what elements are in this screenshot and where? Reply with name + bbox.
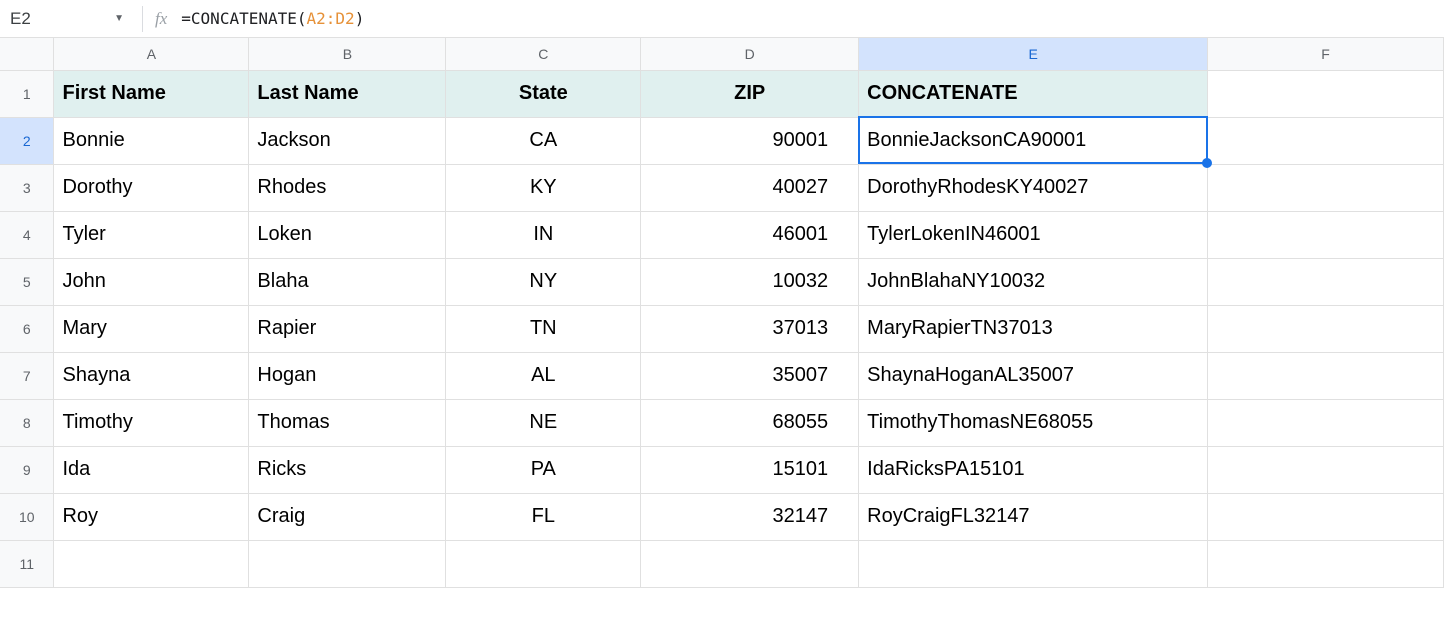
cell-C1[interactable]: State xyxy=(446,70,641,117)
cell-E5[interactable]: JohnBlahaNY10032 xyxy=(859,258,1208,305)
cell-F9[interactable] xyxy=(1208,446,1444,493)
cell-D11[interactable] xyxy=(641,540,859,587)
cell-E10[interactable]: RoyCraigFL32147 xyxy=(859,493,1208,540)
row-header-5[interactable]: 5 xyxy=(0,258,54,305)
cell-C3[interactable]: KY xyxy=(446,164,641,211)
cell-B3[interactable]: Rhodes xyxy=(249,164,446,211)
cell-A11[interactable] xyxy=(54,540,249,587)
cell-C2[interactable]: CA xyxy=(446,117,641,164)
row-header-2[interactable]: 2 xyxy=(0,117,54,164)
cell-B5[interactable]: Blaha xyxy=(249,258,446,305)
cell-E7[interactable]: ShaynaHoganAL35007 xyxy=(859,352,1208,399)
row-header-1[interactable]: 1 xyxy=(0,70,54,117)
cell-D5[interactable]: 10032 xyxy=(641,258,859,305)
cell-E4[interactable]: TylerLokenIN46001 xyxy=(859,211,1208,258)
cell-D2[interactable]: 90001 xyxy=(641,117,859,164)
formula-input[interactable]: =CONCATENATE(A2:D2) xyxy=(181,9,1434,28)
cell-F7[interactable] xyxy=(1208,352,1444,399)
cell-C5[interactable]: NY xyxy=(446,258,641,305)
column-header-C[interactable]: C xyxy=(446,38,641,70)
cell-E3[interactable]: DorothyRhodesKY40027 xyxy=(859,164,1208,211)
cell-C6[interactable]: TN xyxy=(446,305,641,352)
row-header-7[interactable]: 7 xyxy=(0,352,54,399)
formula-prefix: =CONCATENATE( xyxy=(181,9,306,28)
cell-A1[interactable]: First Name xyxy=(54,70,249,117)
cell-D8[interactable]: 68055 xyxy=(641,399,859,446)
cell-F6[interactable] xyxy=(1208,305,1444,352)
name-box-dropdown-icon[interactable]: ▼ xyxy=(114,13,124,24)
cell-A9[interactable]: Ida xyxy=(54,446,249,493)
cell-F2[interactable] xyxy=(1208,117,1444,164)
cell-C9[interactable]: PA xyxy=(446,446,641,493)
formula-suffix: ) xyxy=(355,9,365,28)
cell-F8[interactable] xyxy=(1208,399,1444,446)
cell-D1[interactable]: ZIP xyxy=(641,70,859,117)
cell-E8[interactable]: TimothyThomasNE68055 xyxy=(859,399,1208,446)
cell-B11[interactable] xyxy=(249,540,446,587)
cell-E2[interactable]: BonnieJacksonCA90001 xyxy=(859,117,1208,164)
row-header-4[interactable]: 4 xyxy=(0,211,54,258)
cell-B2[interactable]: Jackson xyxy=(249,117,446,164)
fx-icon: fx xyxy=(155,9,167,29)
cell-C4[interactable]: IN xyxy=(446,211,641,258)
cell-E1[interactable]: CONCATENATE xyxy=(859,70,1208,117)
cell-D6[interactable]: 37013 xyxy=(641,305,859,352)
row-header-11[interactable]: 11 xyxy=(0,540,54,587)
cell-C10[interactable]: FL xyxy=(446,493,641,540)
cell-D4[interactable]: 46001 xyxy=(641,211,859,258)
cell-B6[interactable]: Rapier xyxy=(249,305,446,352)
cell-B7[interactable]: Hogan xyxy=(249,352,446,399)
row-header-9[interactable]: 9 xyxy=(0,446,54,493)
cell-B9[interactable]: Ricks xyxy=(249,446,446,493)
name-box-value: E2 xyxy=(10,9,31,29)
column-header-B[interactable]: B xyxy=(249,38,446,70)
cell-A10[interactable]: Roy xyxy=(54,493,249,540)
cell-A8[interactable]: Timothy xyxy=(54,399,249,446)
cell-F10[interactable] xyxy=(1208,493,1444,540)
cell-B1[interactable]: Last Name xyxy=(249,70,446,117)
row-header-10[interactable]: 10 xyxy=(0,493,54,540)
cell-A2[interactable]: Bonnie xyxy=(54,117,249,164)
select-all-corner[interactable] xyxy=(0,38,54,70)
column-header-F[interactable]: F xyxy=(1208,38,1444,70)
cell-B4[interactable]: Loken xyxy=(249,211,446,258)
cell-B8[interactable]: Thomas xyxy=(249,399,446,446)
cell-F4[interactable] xyxy=(1208,211,1444,258)
formula-range: A2:D2 xyxy=(307,9,355,28)
name-box[interactable]: E2 ▼ xyxy=(10,9,130,29)
row-header-6[interactable]: 6 xyxy=(0,305,54,352)
cell-F3[interactable] xyxy=(1208,164,1444,211)
cell-A3[interactable]: Dorothy xyxy=(54,164,249,211)
cell-B10[interactable]: Craig xyxy=(249,493,446,540)
column-header-A[interactable]: A xyxy=(54,38,249,70)
cell-D3[interactable]: 40027 xyxy=(641,164,859,211)
spreadsheet-grid[interactable]: ABCDEF 1First NameLast NameStateZIPCONCAT… xyxy=(0,38,1444,588)
cell-C11[interactable] xyxy=(446,540,641,587)
cell-A5[interactable]: John xyxy=(54,258,249,305)
row-header-8[interactable]: 8 xyxy=(0,399,54,446)
cell-F5[interactable] xyxy=(1208,258,1444,305)
cell-F11[interactable] xyxy=(1208,540,1444,587)
cell-C8[interactable]: NE xyxy=(446,399,641,446)
column-header-E[interactable]: E xyxy=(859,38,1208,70)
cell-A7[interactable]: Shayna xyxy=(54,352,249,399)
cell-A6[interactable]: Mary xyxy=(54,305,249,352)
cell-E6[interactable]: MaryRapierTN37013 xyxy=(859,305,1208,352)
cell-E11[interactable] xyxy=(859,540,1208,587)
cell-F1[interactable] xyxy=(1208,70,1444,117)
formula-bar: E2 ▼ fx =CONCATENATE(A2:D2) xyxy=(0,0,1444,38)
cell-C7[interactable]: AL xyxy=(446,352,641,399)
cell-D7[interactable]: 35007 xyxy=(641,352,859,399)
cell-A4[interactable]: Tyler xyxy=(54,211,249,258)
cell-D10[interactable]: 32147 xyxy=(641,493,859,540)
column-header-D[interactable]: D xyxy=(641,38,859,70)
separator xyxy=(142,6,143,32)
cell-D9[interactable]: 15101 xyxy=(641,446,859,493)
row-header-3[interactable]: 3 xyxy=(0,164,54,211)
cell-E9[interactable]: IdaRicksPA15101 xyxy=(859,446,1208,493)
